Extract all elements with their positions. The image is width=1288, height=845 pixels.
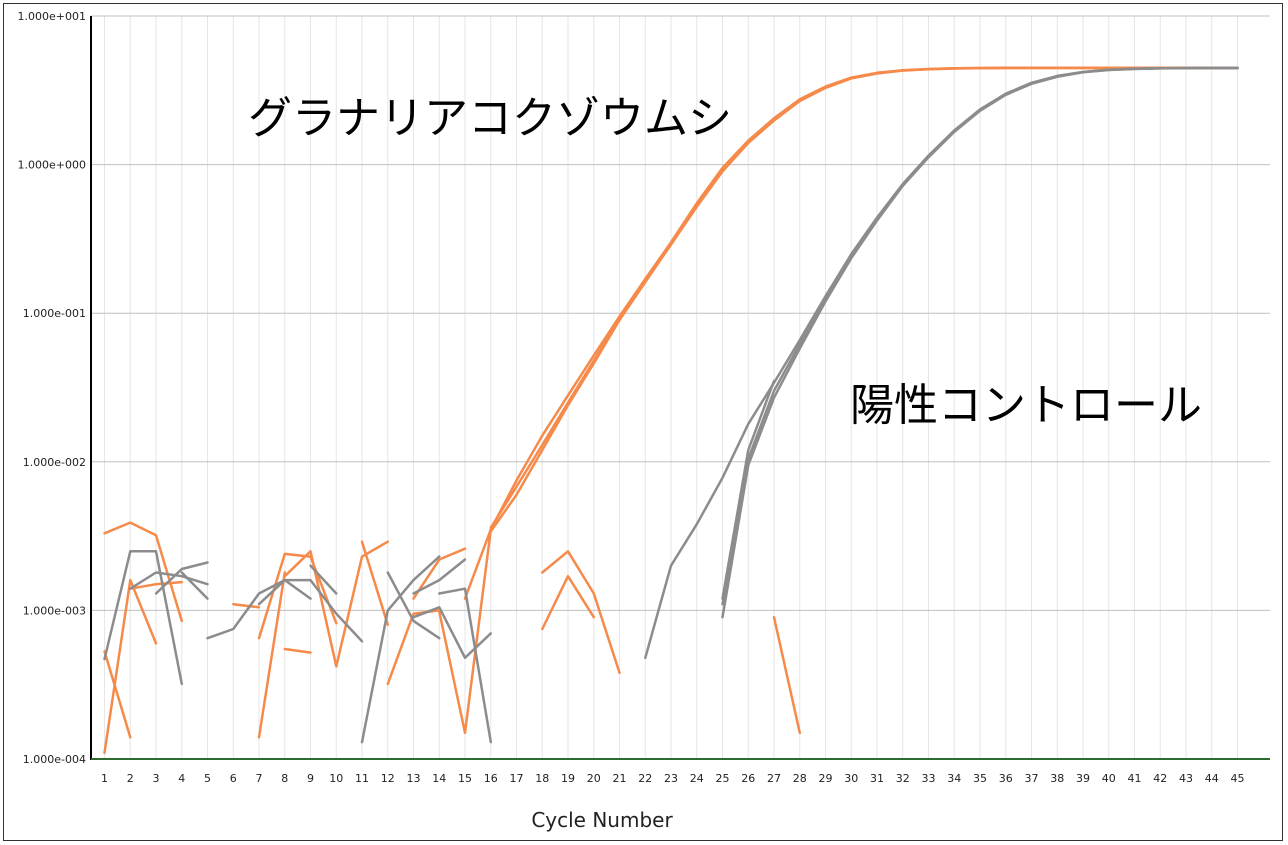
series-line-orange — [283, 647, 312, 654]
x-tick-label: 41 — [1128, 772, 1142, 785]
x-tick-label: 37 — [1025, 772, 1039, 785]
x-tick-label: 38 — [1050, 772, 1064, 785]
x-tick-label: 31 — [870, 772, 884, 785]
x-tick-label: 21 — [613, 772, 627, 785]
series-line-gray — [412, 558, 467, 595]
x-tick-label: 36 — [999, 772, 1013, 785]
x-tick-label: 3 — [153, 772, 160, 785]
x-tick-label: 43 — [1179, 772, 1193, 785]
y-tick-labels: 1.000e+001 1.000e+000 1.000e-001 1.000e-002… — [18, 10, 86, 766]
x-tick-label: 8 — [281, 772, 288, 785]
x-tick-labels: 1 2 3 4 5 6 7 8 9 10 11 12 13 14 15 16 17 18 19 20 21 22 23 24 2… — [101, 772, 1245, 785]
x-tick-label: 14 — [432, 772, 446, 785]
series-line-orange — [772, 615, 802, 735]
x-tick-label: 42 — [1153, 772, 1167, 785]
series-line-gray — [129, 571, 209, 590]
series-line-orange — [103, 650, 132, 739]
x-tick-label: 27 — [767, 772, 781, 785]
series-line-gray — [721, 379, 776, 600]
x-tick-label: 15 — [458, 772, 472, 785]
y-tick-label: 1.000e-004 — [23, 753, 86, 766]
series-line-orange — [129, 580, 184, 590]
x-tick-label: 20 — [587, 772, 601, 785]
series-line-orange — [257, 571, 287, 739]
x-tick-label: 30 — [844, 772, 858, 785]
x-tick-label: 4 — [178, 772, 185, 785]
series-line-orange — [154, 534, 184, 623]
series-line-orange — [103, 578, 158, 755]
x-tick-label: 6 — [230, 772, 237, 785]
series-line-orange — [412, 547, 467, 600]
series-line-gray — [386, 571, 441, 640]
x-tick-label: 28 — [793, 772, 807, 785]
x-tick-label: 25 — [716, 772, 730, 785]
series-line-orange — [283, 540, 390, 668]
x-tick-label: 11 — [355, 772, 369, 785]
x-tick-label: 40 — [1102, 772, 1116, 785]
y-tick-label: 1.000e-002 — [23, 456, 86, 469]
x-tick-label: 32 — [896, 772, 910, 785]
series-line-orange — [103, 521, 158, 537]
series-line-gray — [180, 571, 209, 600]
y-tick-label: 1.000e+001 — [18, 10, 86, 23]
series-line-orange — [360, 540, 390, 627]
y-tick-label: 1.000e-003 — [23, 604, 86, 617]
series-line-orange — [541, 550, 621, 675]
x-tick-label: 12 — [381, 772, 395, 785]
x-tick-label: 29 — [819, 772, 833, 785]
x-tick-label: 19 — [561, 772, 575, 785]
x-tick-label: 18 — [535, 772, 549, 785]
y-tick-label: 1.000e-001 — [23, 307, 86, 320]
y-tick-label: 1.000e+000 — [18, 159, 86, 172]
x-tick-label: 35 — [973, 772, 987, 785]
x-tick-label: 5 — [204, 772, 211, 785]
x-tick-label: 44 — [1205, 772, 1219, 785]
x-tick-label: 10 — [329, 772, 343, 785]
series-line-orange — [489, 66, 1239, 533]
series-line-orange — [232, 602, 261, 609]
series-line-orange — [463, 528, 493, 600]
series-line-gray — [154, 561, 209, 595]
x-tick-label: 13 — [407, 772, 421, 785]
x-tick-label: 7 — [256, 772, 263, 785]
x-tick-label: 9 — [307, 772, 314, 785]
x-axis-label: Cycle Number — [531, 808, 673, 832]
series-line-gray — [103, 550, 184, 686]
series-line-gray — [412, 606, 493, 660]
series-line-gray — [721, 66, 1239, 619]
series-line-gray — [206, 578, 287, 640]
chart-frame — [3, 3, 1283, 841]
series-layer — [103, 66, 1239, 755]
x-tick-label: 17 — [510, 772, 524, 785]
minor-gridlines — [104, 16, 1238, 759]
series-line-gray — [283, 578, 364, 643]
annotation-granaria: グラナリアコクゾウムシ — [248, 93, 732, 144]
x-tick-label: 22 — [638, 772, 652, 785]
series-line-orange — [541, 574, 596, 631]
x-tick-label: 24 — [690, 772, 704, 785]
x-tick-label: 26 — [741, 772, 755, 785]
x-tick-label: 33 — [922, 772, 936, 785]
x-tick-label: 39 — [1076, 772, 1090, 785]
series-line-gray — [438, 587, 493, 744]
x-tick-label: 34 — [947, 772, 961, 785]
x-tick-label: 2 — [127, 772, 134, 785]
series-line-orange — [257, 552, 338, 640]
series-line-gray — [309, 564, 338, 595]
x-tick-label: 1 — [101, 772, 108, 785]
x-tick-label: 23 — [664, 772, 678, 785]
x-tick-label: 45 — [1231, 772, 1245, 785]
annotation-positive-control: 陽性コントロール — [850, 380, 1202, 431]
x-tick-label: 16 — [484, 772, 498, 785]
series-line-orange — [438, 528, 493, 735]
